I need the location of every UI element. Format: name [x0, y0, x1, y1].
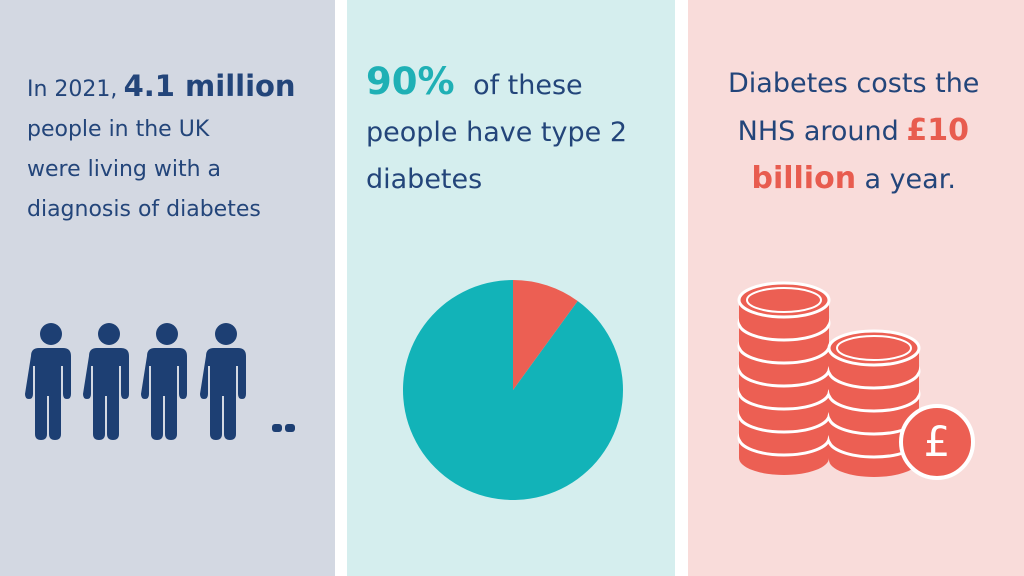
body-text: NHS around: [737, 116, 899, 147]
body-text: Diabetes costs the: [728, 68, 980, 99]
text-line: Diabetes costs the: [728, 60, 987, 107]
pie-slice: [403, 280, 623, 500]
body-text: In 2021,: [27, 77, 118, 102]
person-head: [40, 323, 62, 345]
text-line: billion a year.: [728, 155, 987, 203]
pound-symbol: £: [924, 417, 951, 466]
person-head: [156, 323, 178, 345]
body-text: of these: [473, 70, 583, 101]
person-feet: [272, 424, 282, 432]
panel-text: In 2021, 4.1 million people in the UK were …: [27, 66, 304, 230]
highlight-text: billion: [751, 161, 857, 196]
text-line: In 2021, 4.1 million: [27, 66, 304, 110]
body-text: diabetes: [366, 164, 483, 195]
body-text: people in the UK: [27, 117, 210, 142]
panel-text: 90% of these people have type 2 diabetes: [366, 58, 635, 203]
panel-type2: 90% of these people have type 2 diabetes: [347, 0, 675, 576]
text-line: diabetes: [366, 156, 635, 203]
pie-slice: [513, 280, 578, 390]
body-text: were living with a: [27, 157, 222, 182]
body-text: a year.: [864, 164, 956, 195]
person-body: [141, 348, 187, 440]
highlight-text: 4.1 million: [123, 69, 296, 103]
panel-cost: Diabetes costs the NHS around £10 billion a …: [688, 0, 1024, 576]
coin-top: [737, 281, 831, 319]
body-text: people have type 2: [366, 117, 628, 148]
text-line: NHS around £10: [728, 107, 987, 155]
coin-top: [827, 329, 921, 367]
text-line: people in the UK: [27, 110, 304, 150]
person-head: [98, 323, 120, 345]
pie-chart: [403, 280, 623, 500]
highlight-text: 90%: [366, 60, 455, 103]
text-line: 90% of these: [366, 58, 635, 109]
coin-ring: [836, 335, 912, 361]
coin-ring: [746, 287, 822, 313]
highlight-text: £10: [906, 113, 969, 148]
panel-people: In 2021, 4.1 million people in the UK were …: [0, 0, 335, 576]
person-feet: [285, 424, 295, 432]
people-icons: [25, 323, 295, 440]
body-text: diagnosis of diabetes: [27, 197, 261, 222]
person-body: [200, 348, 246, 440]
text-line: people have type 2: [366, 109, 635, 156]
text-line: were living with a: [27, 150, 304, 190]
person-body: [83, 348, 129, 440]
text-line: diagnosis of diabetes: [27, 190, 304, 230]
person-body: [25, 348, 71, 440]
pound-badge: [899, 404, 975, 480]
person-head: [215, 323, 237, 345]
panel-text: Diabetes costs the NHS around £10 billion a …: [728, 60, 987, 203]
coins-icon: £: [737, 281, 975, 480]
